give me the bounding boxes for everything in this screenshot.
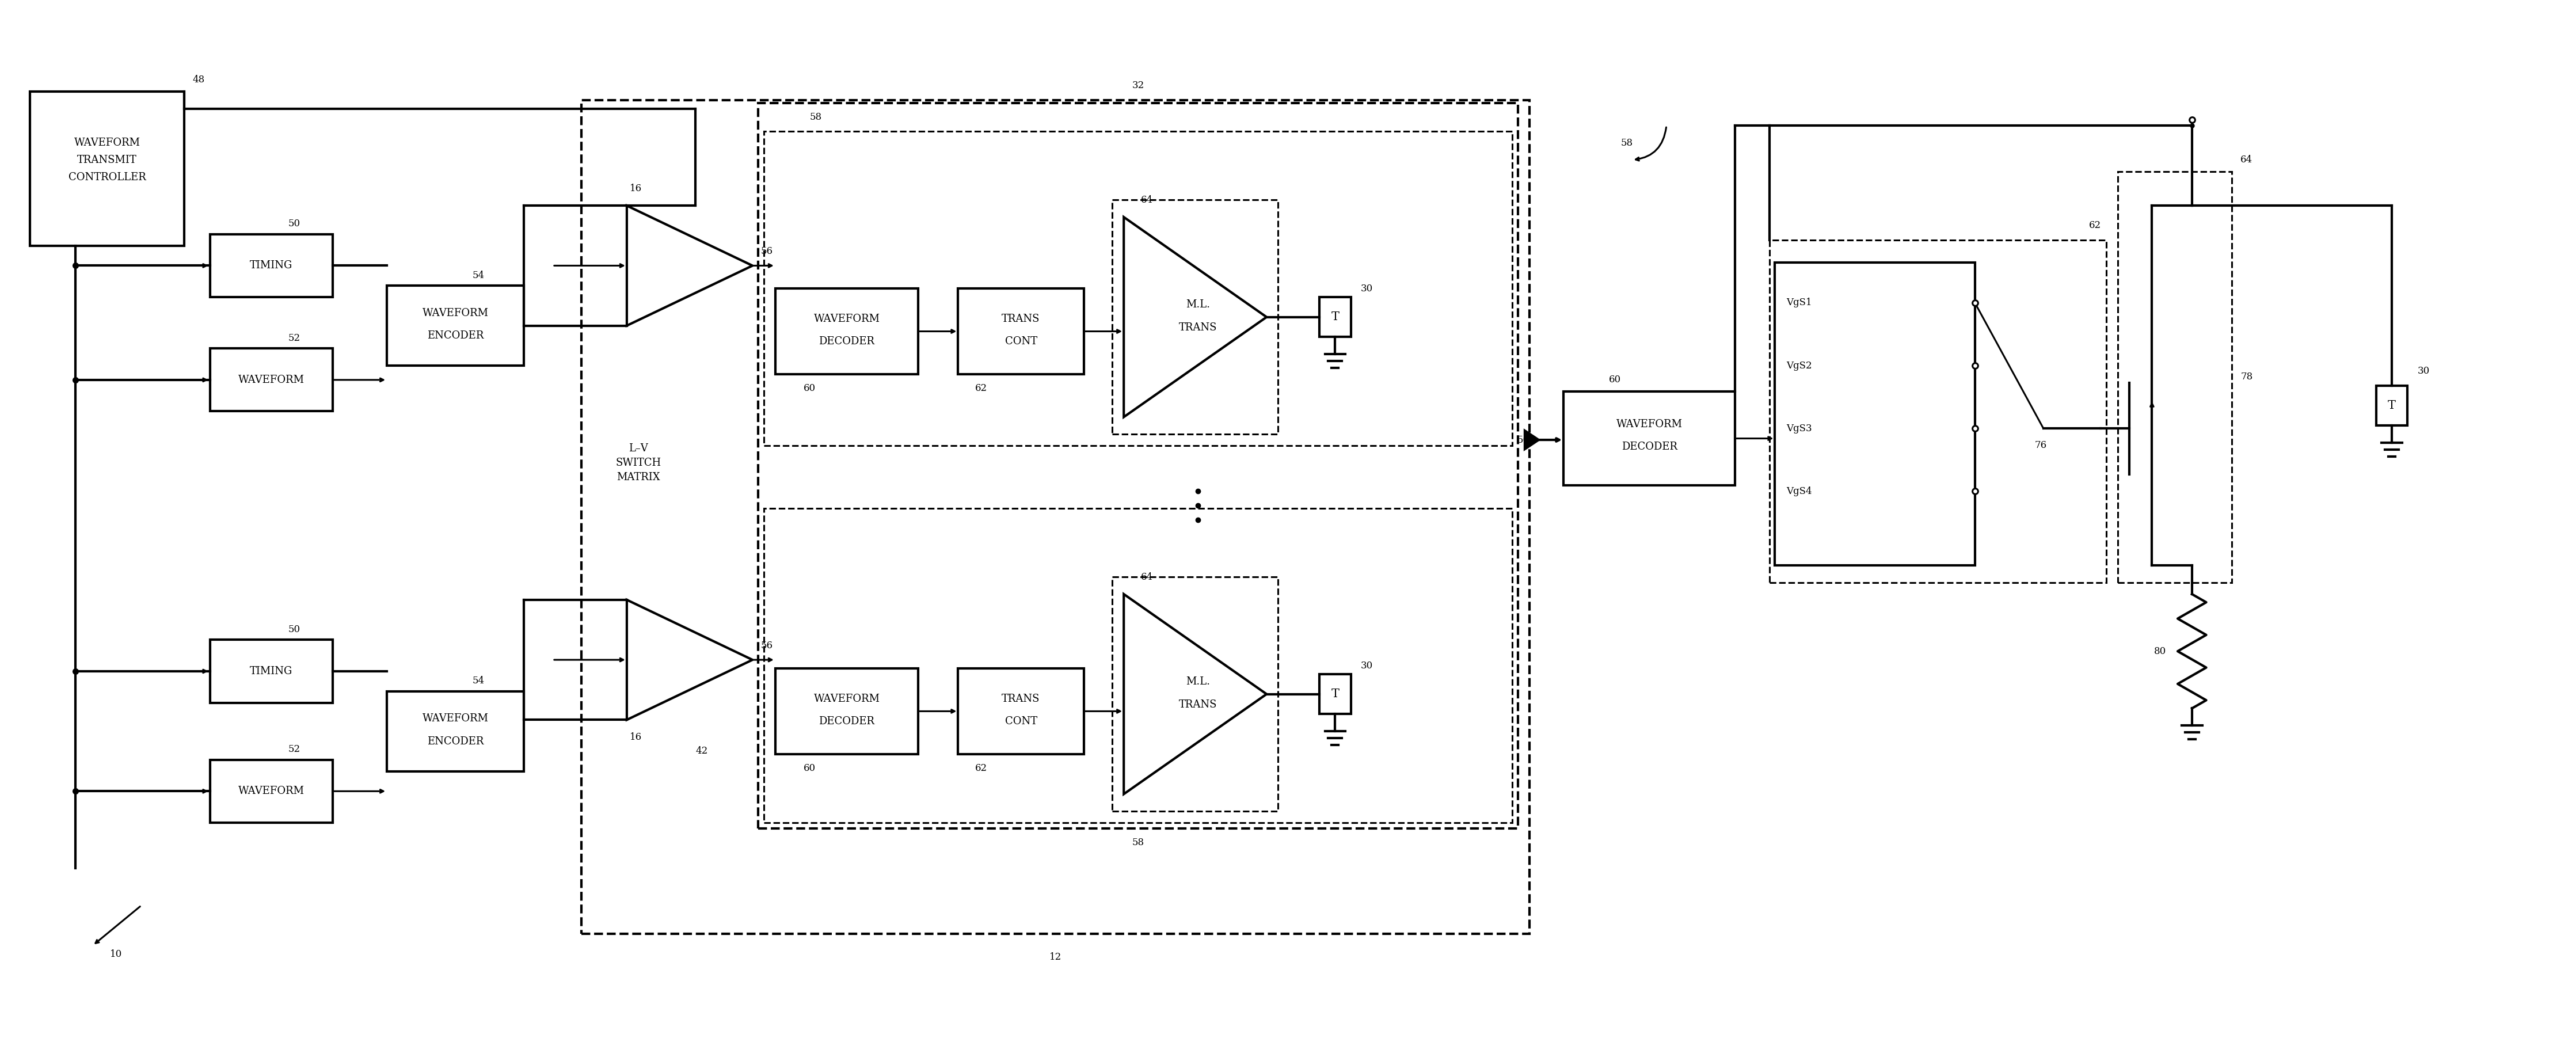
Text: WAVEFORM: WAVEFORM [814,693,881,704]
Text: 60: 60 [804,384,817,393]
Text: 56: 56 [760,246,773,256]
Text: CONT: CONT [1005,336,1038,347]
Bar [1319,674,1350,714]
Text: SWITCH: SWITCH [616,458,662,468]
Text: 78: 78 [2241,373,2254,382]
Text: 60: 60 [1610,375,1620,385]
Text: 42: 42 [696,746,708,756]
Text: 50: 50 [289,219,301,228]
Text: 48: 48 [193,75,206,85]
Text: WAVEFORM: WAVEFORM [814,313,881,324]
Text: 30: 30 [2416,366,2429,376]
Text: CONT: CONT [1005,716,1038,727]
Text: VgS3: VgS3 [1785,424,1811,433]
Text: 50: 50 [289,625,301,634]
Text: 52: 52 [289,744,301,755]
Bar [1775,263,1976,566]
Text: 60: 60 [804,764,817,773]
Bar [765,509,1512,823]
Text: 58: 58 [1620,138,1633,147]
Text: 30: 30 [1360,283,1373,294]
Text: TRANS: TRANS [1002,313,1041,324]
Text: 58: 58 [809,112,822,122]
Bar [209,639,332,703]
Text: 64: 64 [2241,155,2251,165]
Text: ENCODER: ENCODER [428,736,484,746]
Bar [209,235,332,297]
Text: TRANS: TRANS [1002,693,1041,704]
Bar [958,289,1084,374]
Bar [775,289,917,374]
Text: TRANS: TRANS [1180,700,1218,710]
Text: ENCODER: ENCODER [428,331,484,342]
Bar [582,100,1530,934]
Text: 62: 62 [2089,221,2102,230]
Bar [1319,297,1350,337]
Text: 58: 58 [1131,838,1144,847]
Text: T: T [1332,688,1340,700]
Text: 54: 54 [471,676,484,686]
Text: DECODER: DECODER [819,336,876,347]
Bar [386,285,523,365]
Text: T: T [1332,311,1340,323]
Bar [386,691,523,771]
Text: VgS4: VgS4 [1785,487,1811,496]
Text: 64: 64 [1141,572,1154,582]
Bar [1113,200,1278,434]
Text: TIMING: TIMING [250,666,294,677]
Bar [1113,577,1278,812]
Text: 10: 10 [111,949,121,959]
Text: WAVEFORM: WAVEFORM [1615,419,1682,430]
Text: 16: 16 [629,732,641,742]
Text: TRANSMIT: TRANSMIT [77,155,137,165]
Text: VgS2: VgS2 [1785,361,1811,371]
Bar [1770,240,2107,582]
Text: WAVEFORM: WAVEFORM [422,713,489,723]
Text: 32: 32 [1131,81,1144,90]
Text: 64: 64 [1141,195,1154,204]
Text: T: T [2388,400,2396,411]
Text: WAVEFORM: WAVEFORM [422,308,489,319]
Text: M.L.: M.L. [1185,299,1211,309]
Text: 30: 30 [1360,660,1373,671]
Text: WAVEFORM: WAVEFORM [75,138,139,148]
Text: 80: 80 [2154,647,2166,656]
Text: 76: 76 [2035,441,2048,450]
Text: CONTROLLER: CONTROLLER [67,172,147,183]
Bar [31,91,183,246]
Text: WAVEFORM: WAVEFORM [237,786,304,796]
Text: M.L.: M.L. [1185,677,1211,687]
Text: VgS1: VgS1 [1785,298,1811,307]
Bar [958,668,1084,754]
Polygon shape [1522,429,1540,452]
Text: TRANS: TRANS [1180,322,1218,332]
Bar [2375,385,2409,426]
Bar [209,349,332,411]
Text: 56: 56 [1517,435,1530,444]
Text: MATRIX: MATRIX [616,472,659,483]
Text: 62: 62 [974,384,987,393]
Bar [209,760,332,823]
Text: WAVEFORM: WAVEFORM [237,375,304,385]
Text: 62: 62 [974,764,987,773]
Bar [1564,391,1736,486]
Text: 16: 16 [629,184,641,193]
Text: TIMING: TIMING [250,261,294,271]
Text: 52: 52 [289,333,301,344]
Text: 56: 56 [760,640,773,651]
Text: 12: 12 [1048,952,1061,962]
Text: DECODER: DECODER [819,716,876,727]
Bar [2117,171,2231,582]
Text: L–V: L–V [629,443,649,454]
Bar [757,103,1517,828]
Bar [765,132,1512,445]
Text: 54: 54 [471,271,484,280]
Text: DECODER: DECODER [1620,442,1677,453]
Bar [775,668,917,754]
